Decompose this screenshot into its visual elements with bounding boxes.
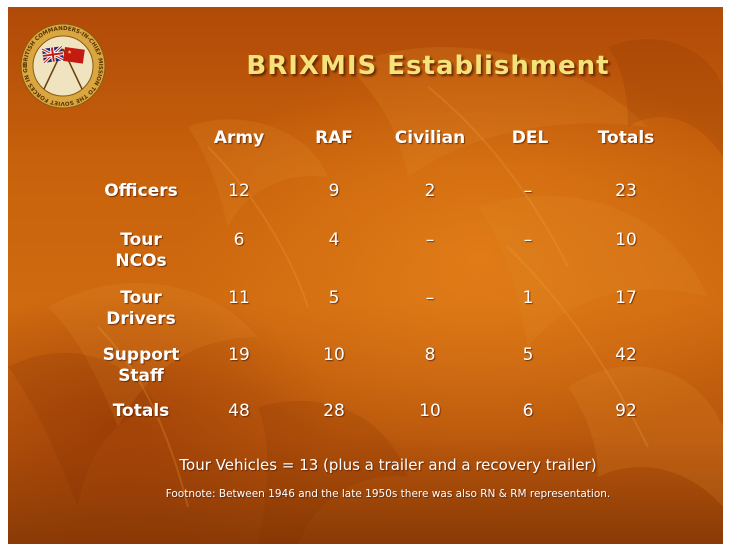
column-header-raf: RAF	[315, 128, 353, 148]
slide: BRITISH COMMANDERS-IN-CHIEF MISSION TO T…	[8, 7, 723, 544]
table-cell: 10	[615, 230, 637, 250]
slide-title: BRIXMIS Establishment	[246, 51, 610, 81]
column-header-army: Army	[213, 128, 265, 148]
table-cell: 6	[233, 230, 245, 250]
row-label-line: Support	[102, 345, 180, 365]
table-cell: 48	[228, 401, 250, 421]
row-label-line: Tour	[120, 230, 162, 250]
row-label-line: Staff	[118, 366, 164, 386]
table-cell: 28	[323, 401, 345, 421]
table-cell: –	[523, 230, 533, 250]
table-cell: 10	[419, 401, 441, 421]
table-cell: 10	[323, 345, 345, 365]
table-cell: 5	[522, 345, 534, 365]
table-cell: 6	[522, 401, 534, 421]
table-cell: 23	[615, 181, 637, 201]
footnote: Footnote: Between 1946 and the late 1950…	[165, 488, 611, 500]
table-cell: 92	[615, 401, 637, 421]
table-cell: –	[523, 181, 533, 201]
table-cell: 9	[328, 181, 340, 201]
table-cell: 5	[328, 288, 340, 308]
tour-vehicles-note: Tour Vehicles = 13 (plus a trailer and a…	[179, 456, 597, 474]
table-cell: 12	[228, 181, 250, 201]
row-label-line: NCOs	[115, 251, 167, 271]
column-header-civilian: Civilian	[394, 128, 466, 148]
table-cell: 4	[328, 230, 340, 250]
table-cell: 1	[522, 288, 534, 308]
row-label-officers: Officers	[86, 181, 196, 202]
leaf-background	[8, 39, 723, 544]
brixmis-emblem-logo: BRITISH COMMANDERS-IN-CHIEF MISSION TO T…	[20, 23, 106, 109]
table-cell: 8	[424, 345, 436, 365]
table-cell: 2	[424, 181, 436, 201]
row-label-support-staff: Support Staff	[86, 345, 196, 387]
row-label-totals: Totals	[86, 401, 196, 422]
table-cell: 11	[228, 288, 250, 308]
row-label-tour-ncos: Tour NCOs	[86, 230, 196, 272]
row-label-line: Officers	[104, 181, 178, 201]
row-label-line: Totals	[112, 401, 170, 421]
table-cell: –	[425, 288, 435, 308]
row-label-tour-drivers: Tour Drivers	[86, 288, 196, 330]
row-label-line: Drivers	[106, 309, 176, 329]
table-cell: 42	[615, 345, 637, 365]
svg-text:★: ★	[67, 49, 73, 56]
table-cell: –	[425, 230, 435, 250]
table-cell: 17	[615, 288, 637, 308]
column-header-del: DEL	[511, 128, 549, 148]
table-cell: 19	[228, 345, 250, 365]
row-label-line: Tour	[120, 288, 162, 308]
column-header-totals: Totals	[597, 128, 655, 148]
